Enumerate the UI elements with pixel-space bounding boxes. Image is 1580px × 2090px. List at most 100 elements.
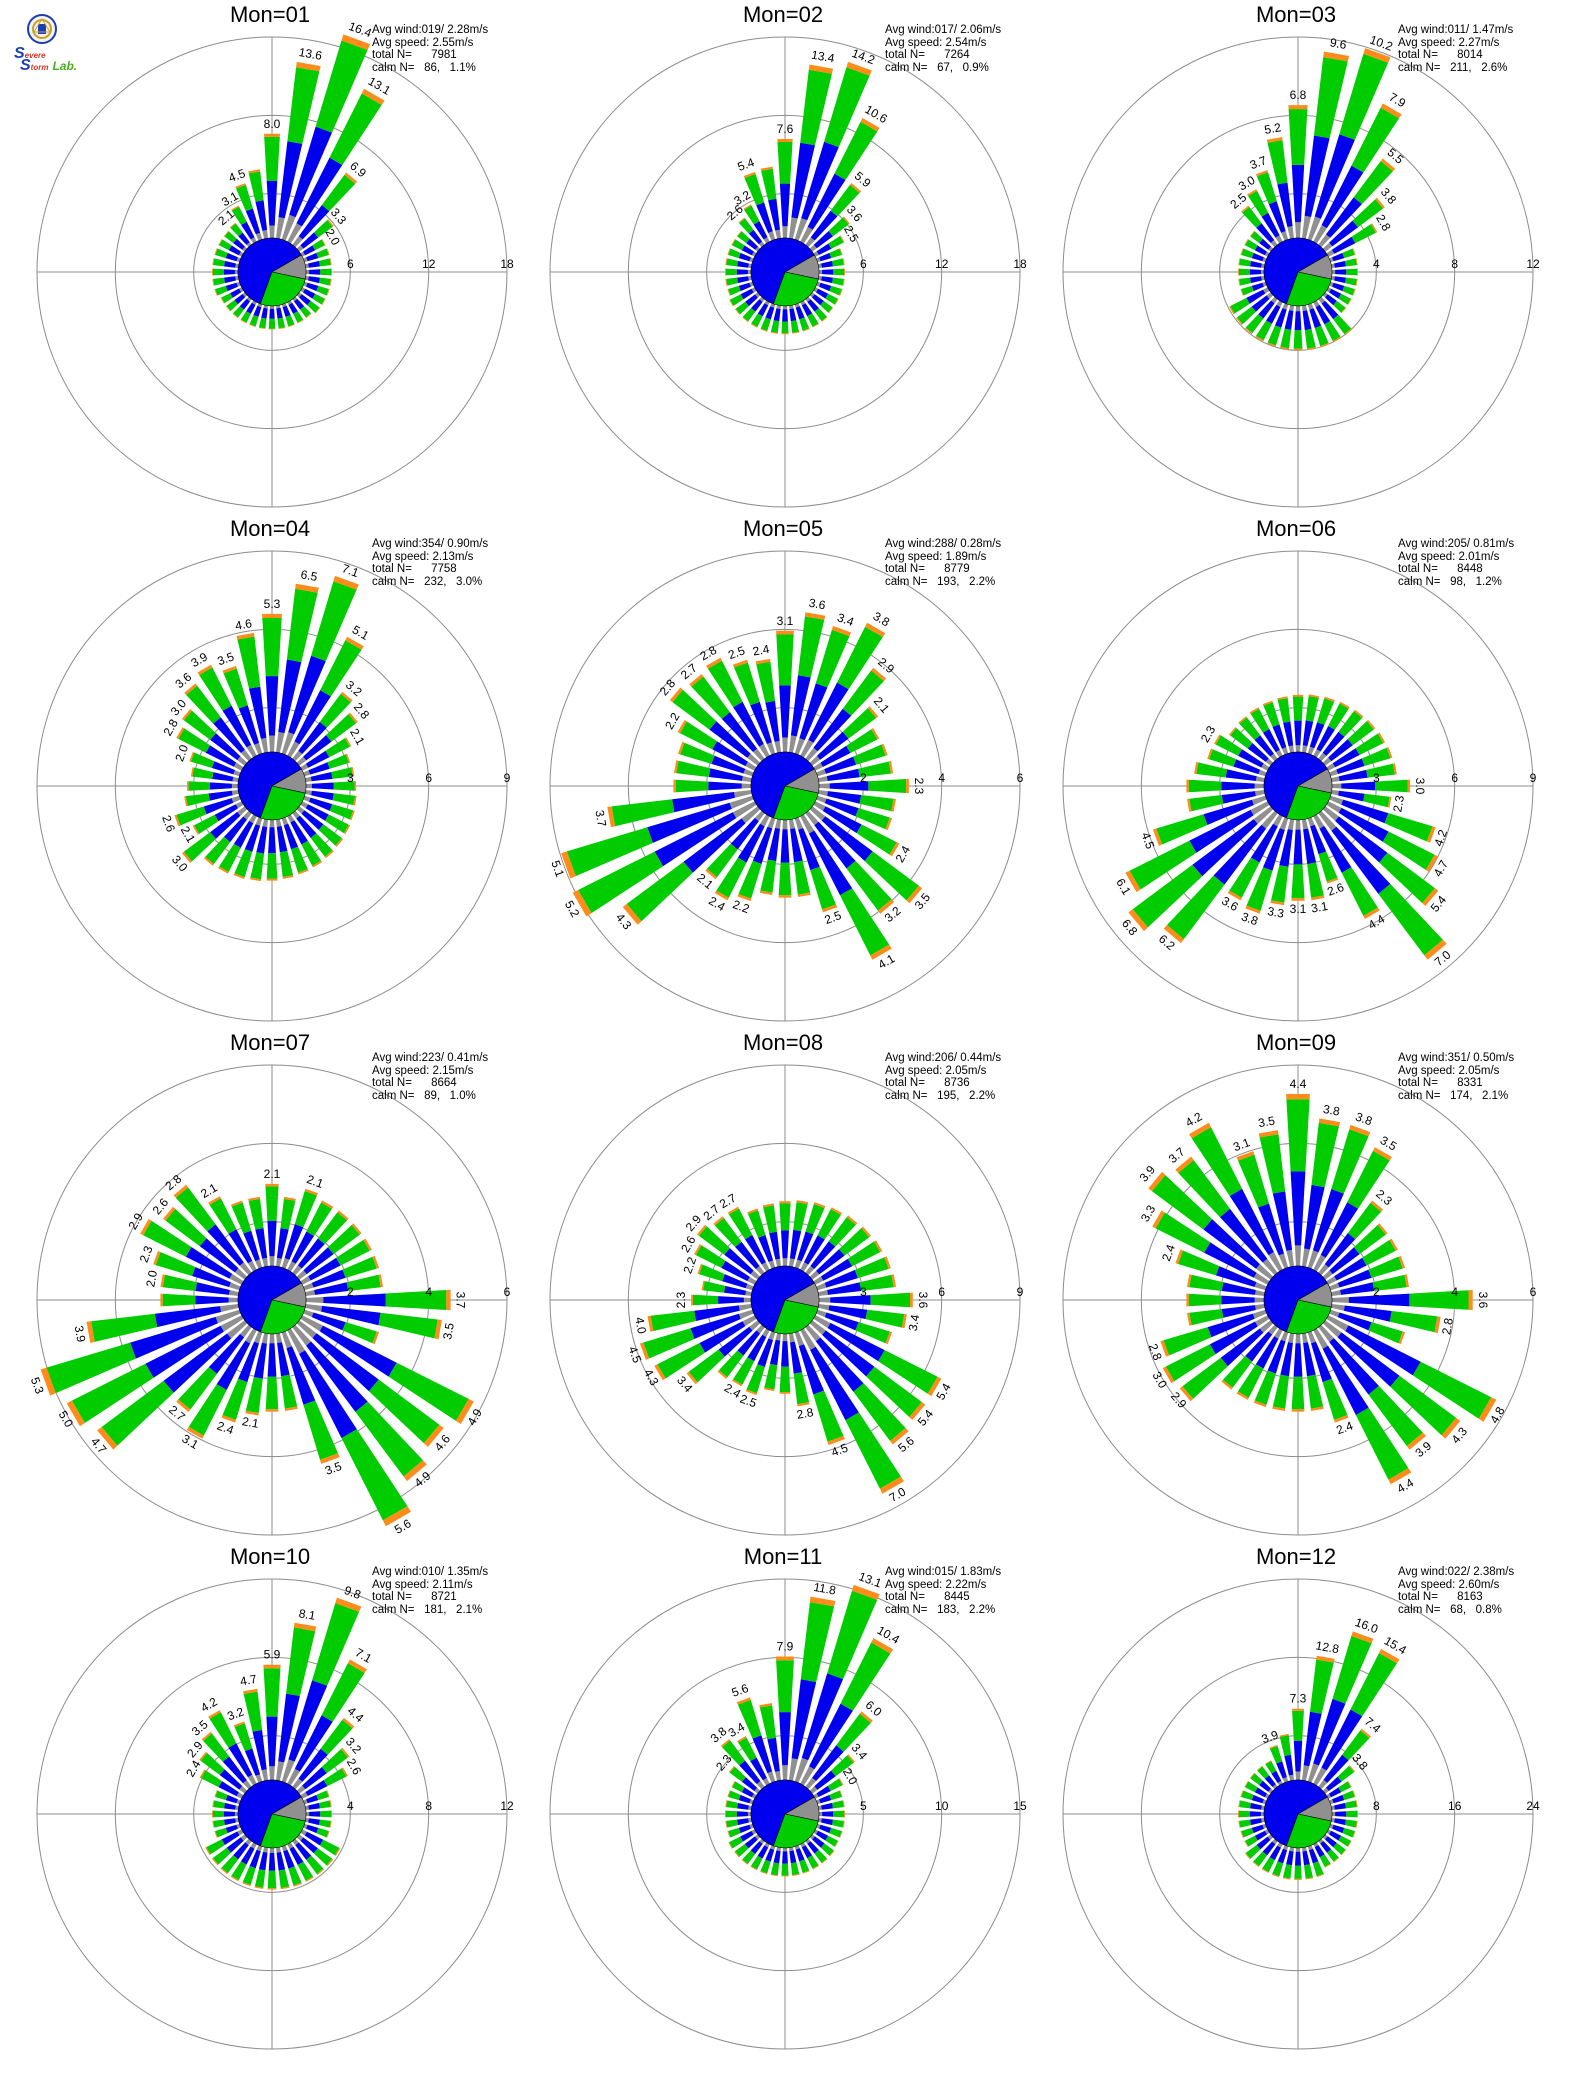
rose-bar-segment — [737, 1699, 762, 1739]
rose-bar-segment — [269, 225, 275, 239]
rose-bar-segment — [423, 1424, 444, 1447]
rose-bar-segment — [213, 717, 245, 753]
rose-bar-segment — [1269, 1845, 1281, 1861]
rose-bar-segment — [363, 1238, 372, 1251]
panel-title: Mon=07 — [229, 1030, 311, 1055]
rose-bar-segment — [294, 690, 331, 745]
rose-bar-segment — [348, 712, 358, 724]
rose-bar-segment — [725, 278, 728, 286]
rose-bar-segment — [231, 1202, 252, 1234]
rose-bar-segment — [1239, 717, 1261, 740]
rose-bar-segment — [1342, 1827, 1355, 1838]
rose-bar-segment — [310, 772, 333, 782]
rose-bar-segment — [1333, 314, 1352, 335]
rose-bar-segment — [775, 229, 781, 239]
rose-value-label: 3.1 — [1310, 899, 1329, 916]
rose-bar-segment — [754, 810, 765, 822]
rose-bar-segment — [734, 662, 760, 706]
rose-bar-segment — [293, 1882, 302, 1887]
rose-bar-segment — [214, 289, 218, 296]
rose-value-label: 2.2 — [680, 1255, 699, 1276]
rose-bar-segment — [1263, 702, 1280, 727]
rose-bar-segment — [827, 791, 862, 804]
rose-bar-segment — [764, 1364, 778, 1390]
rose-bar-segment — [672, 689, 717, 730]
rose-bar-segment — [276, 819, 282, 827]
rose-bar-segment — [814, 308, 827, 322]
rose-bar-segment — [1278, 1253, 1289, 1269]
calm-pie-slice — [750, 751, 815, 819]
rose-bar-segment — [1331, 236, 1356, 254]
rose-bar-segment — [215, 1827, 228, 1838]
rose-bar-segment — [325, 814, 349, 834]
rose-bar-segment — [775, 1333, 781, 1341]
rose-bar-segment — [331, 1810, 332, 1818]
rose-bar-segment — [205, 836, 231, 865]
rose-bar-segment — [842, 708, 877, 739]
total-n-line: total N= 7981 — [372, 49, 457, 61]
rose-bar-segment — [1254, 1787, 1267, 1798]
rose-bar-segment — [1313, 1328, 1328, 1349]
rose-bar-segment — [1322, 242, 1333, 252]
ring-label: 8 — [1373, 1799, 1380, 1813]
wind-rose-panel: 2.1 2.1 2.1 2.8 2.6 2.9 2.3 2.0 3.7 3.5 4.9 4.6 4.9 5… — [10, 1030, 530, 1547]
rose-bar-segment — [306, 1202, 332, 1236]
rose-bar-segment — [1333, 1857, 1340, 1863]
rose-bar-segment — [1302, 1850, 1310, 1866]
rose-value-label: 7.1 — [340, 561, 361, 580]
rose-bar-segment — [1286, 1850, 1294, 1866]
rose-bar-segment — [298, 1748, 328, 1782]
rose-bar-segment — [1293, 348, 1303, 351]
rose-bar-segment — [296, 756, 307, 766]
rose-bar-segment — [728, 1842, 733, 1849]
avg-speed-line: Avg speed: 2.01m/s — [1398, 550, 1500, 563]
rose-bar-segment — [309, 1811, 321, 1817]
rose-bar-segment — [816, 795, 827, 804]
rose-bar-segment — [1240, 289, 1244, 296]
rose-bar-segment — [736, 1697, 751, 1705]
panel-title: Mon=06 — [1255, 516, 1337, 541]
rose-bar-segment — [185, 1247, 233, 1279]
rose-bar-segment — [310, 833, 333, 857]
rose-bar-segment — [334, 1847, 341, 1856]
rose-bar-segment — [850, 183, 862, 193]
rose-bar-segment — [1326, 1793, 1332, 1799]
rose-value-label: 5.3 — [28, 1375, 47, 1396]
rose-bar-segment — [228, 1290, 239, 1296]
rose-bar-segment — [738, 1794, 751, 1804]
panel-title: Mon=04 — [229, 516, 311, 541]
rose-bar-segment — [1256, 1264, 1274, 1280]
rose-value-label: 12.8 — [1315, 1638, 1341, 1656]
rose-bar-segment — [305, 1290, 315, 1296]
rose-bar-segment — [1238, 1810, 1250, 1818]
rose-bar-segment — [779, 1201, 791, 1204]
rose-bar-segment — [323, 1293, 386, 1307]
rose-bar-segment — [747, 1210, 766, 1238]
rose-bar-segment — [839, 235, 845, 243]
rose-value-label: 8.1 — [298, 1606, 317, 1623]
rose-bar-segment — [269, 1766, 275, 1781]
rose-bar-segment — [695, 1245, 726, 1268]
rose-bar-segment — [247, 1774, 257, 1786]
rose-bar-segment — [1261, 763, 1270, 771]
rose-bar-segment — [769, 1339, 781, 1366]
rose-value-label: 4.5 — [227, 166, 248, 185]
rose-bar-segment — [1191, 1127, 1243, 1196]
rose-bar-segment — [326, 714, 357, 742]
rose-bar-segment — [276, 1761, 285, 1781]
rose-bar-segment — [827, 1435, 845, 1446]
rose-bar-segment — [1221, 1379, 1233, 1390]
ring-label: 6 — [938, 1285, 945, 1299]
rose-bar-segment — [263, 305, 268, 309]
rose-bar-segment — [183, 710, 216, 740]
rose-bar-segment — [342, 1256, 377, 1278]
rose-bar-segment — [1302, 1847, 1307, 1852]
rose-bar-segment — [276, 1847, 281, 1853]
rose-bar-segment — [253, 305, 262, 317]
rose-bar-segment — [822, 1811, 834, 1817]
rose-bar-segment — [1351, 1631, 1374, 1644]
rose-bar-segment — [220, 1315, 244, 1332]
rose-bar-segment — [749, 1320, 761, 1331]
rose-bar-segment — [239, 1786, 248, 1794]
rose-value-label: 3.3 — [1266, 904, 1285, 921]
